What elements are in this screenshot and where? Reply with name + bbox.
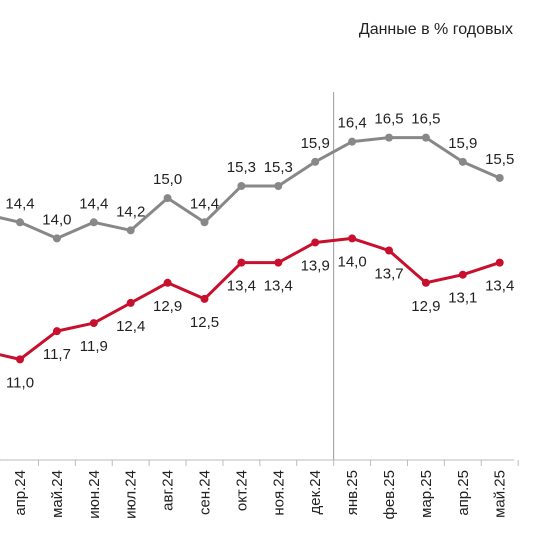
x-tick-label: июл.24	[123, 470, 140, 519]
data-point	[385, 246, 393, 255]
data-label: 15,3	[227, 159, 256, 176]
data-point	[126, 298, 135, 307]
data-point	[200, 218, 209, 227]
data-point	[89, 218, 98, 227]
data-point	[89, 319, 98, 328]
data-label: 14,4	[79, 195, 108, 212]
data-point	[274, 258, 283, 267]
x-tick-label: фев.25	[381, 470, 398, 520]
x-tick-label: мар.25	[418, 470, 435, 518]
x-tick-label: янв.25	[344, 470, 361, 515]
series-line	[0, 136, 501, 240]
data-label: 13,7	[374, 266, 403, 283]
x-tick-label: сен.24	[197, 470, 214, 515]
data-label: 16,5	[411, 111, 440, 128]
data-point	[200, 294, 209, 303]
series-layer: 14,4 14,0 14,4 14,2 15,0 14,4 15,3 15,3 15,9 16,4…	[0, 111, 514, 391]
data-point	[421, 133, 430, 142]
data-point	[126, 226, 135, 235]
data-label: 12,4	[116, 318, 145, 335]
x-tick-label: апр.25	[455, 470, 472, 516]
data-label: 11,9	[80, 338, 108, 355]
data-label: 13,1	[448, 290, 477, 307]
data-point	[348, 137, 357, 146]
data-point	[458, 157, 467, 166]
x-tick-label: ноя.24	[270, 470, 287, 516]
data-label: 14,4	[5, 195, 34, 212]
data-point	[495, 258, 504, 267]
data-label: 14,4	[190, 195, 219, 212]
data-label: 12,9	[153, 298, 182, 315]
data-point	[16, 218, 24, 227]
data-label: 13,4	[485, 278, 514, 295]
data-label: 15,3	[264, 159, 293, 176]
data-label: 14,0	[337, 253, 366, 270]
data-point	[311, 157, 320, 166]
data-label: 13,4	[227, 278, 256, 295]
data-label: 15,9	[448, 135, 477, 152]
data-point	[237, 182, 246, 191]
data-point	[52, 234, 61, 243]
data-point	[348, 234, 357, 243]
data-label: 16,4	[337, 115, 366, 132]
data-point	[311, 238, 320, 247]
x-tick-label: апр.24	[12, 470, 29, 516]
x-tick-label: июн.24	[86, 470, 103, 519]
data-label: 11,0	[6, 374, 34, 391]
series-gray: 14,4 14,0 14,4 14,2 15,0 14,4 15,3 15,3 15,9 16,4…	[0, 111, 514, 243]
data-label: 14,0	[42, 211, 71, 228]
data-point	[385, 133, 393, 142]
data-point	[495, 173, 504, 182]
data-label: 13,4	[264, 278, 293, 295]
units-note: Данные в % годовых	[359, 21, 513, 38]
data-label: 11,7	[43, 346, 71, 363]
data-label: 16,5	[374, 111, 403, 128]
series-red: 11,0 11,7 11,9 12,4 12,9 12,5 13,4 13,4 13,9 14,0…	[0, 234, 514, 391]
data-point	[458, 270, 467, 279]
data-point	[237, 258, 246, 267]
x-tick-label: авг.24	[160, 470, 177, 511]
data-label: 13,9	[301, 257, 330, 274]
data-point	[163, 278, 172, 287]
data-label: 12,5	[190, 314, 219, 331]
data-label: 15,0	[153, 171, 182, 188]
data-label: 15,5	[485, 151, 514, 168]
data-point	[163, 194, 172, 203]
data-label: 12,9	[411, 298, 440, 315]
x-tick-label: окт.24	[233, 470, 250, 511]
x-tick-label: май.25	[492, 470, 509, 518]
x-axis-ticks: апр.24 май.24 июн.24 июл.24 авг.24 сен.24 окт.…	[0, 460, 519, 520]
data-point	[52, 327, 61, 336]
x-tick-label: дек.24	[307, 470, 324, 515]
data-point	[16, 355, 24, 364]
data-label: 15,9	[301, 135, 330, 152]
data-label: 14,2	[116, 203, 145, 220]
data-point	[274, 182, 283, 191]
data-point	[421, 278, 430, 287]
x-tick-label: май.24	[49, 470, 66, 518]
